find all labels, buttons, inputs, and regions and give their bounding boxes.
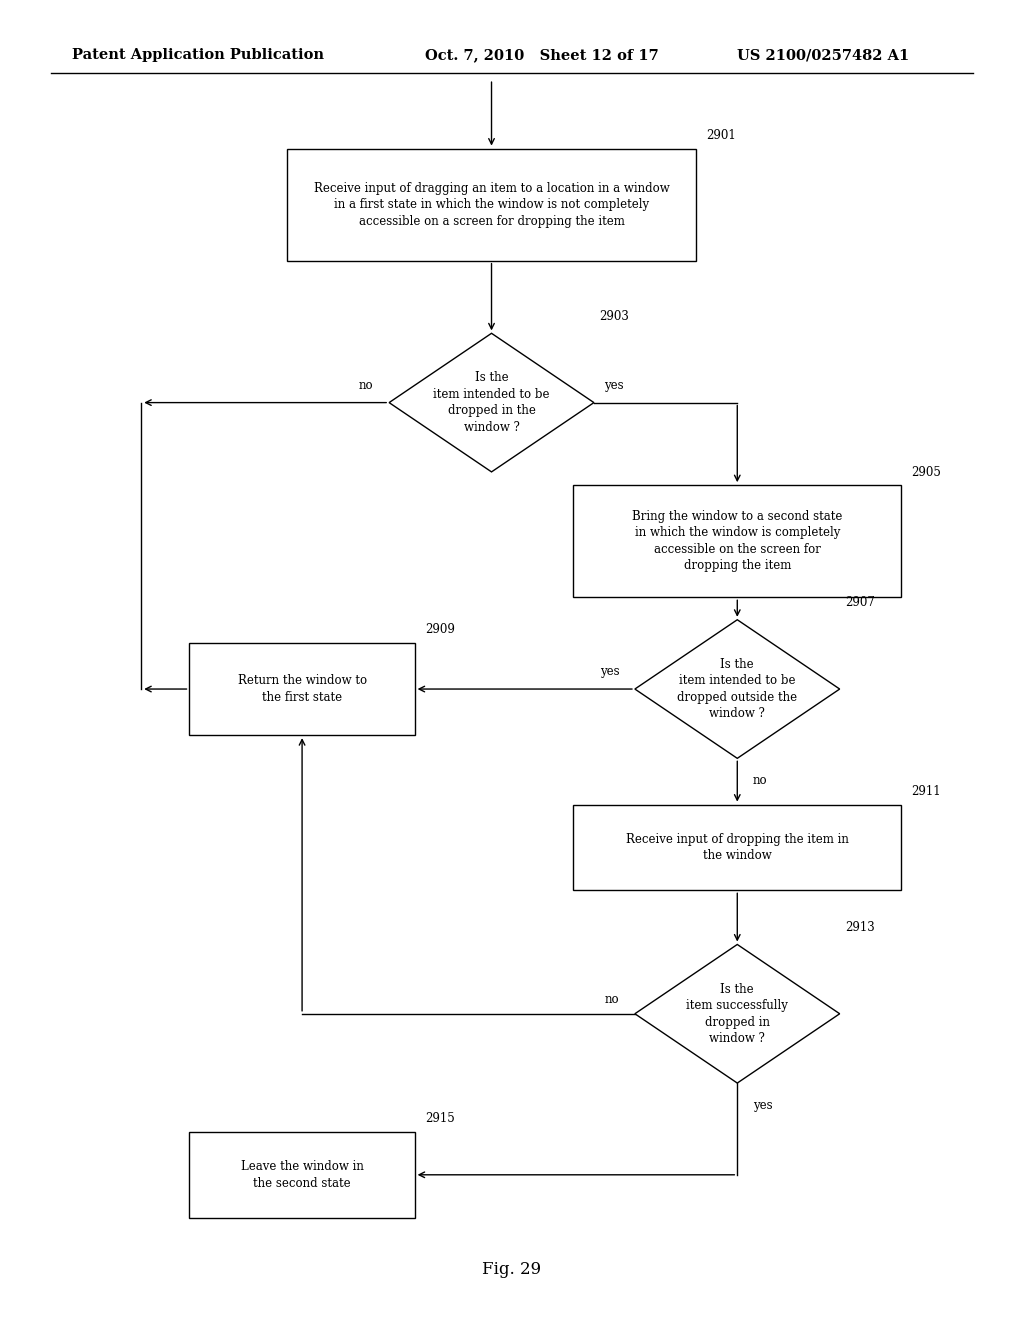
Text: Receive input of dropping the item in
the window: Receive input of dropping the item in th… xyxy=(626,833,849,862)
Text: yes: yes xyxy=(604,379,624,392)
FancyBboxPatch shape xyxy=(573,804,901,890)
Text: Receive input of dragging an item to a location in a window
in a first state in : Receive input of dragging an item to a l… xyxy=(313,182,670,227)
Text: Fig. 29: Fig. 29 xyxy=(482,1262,542,1278)
Text: 2909: 2909 xyxy=(425,623,455,636)
Text: 2905: 2905 xyxy=(911,466,941,479)
Text: yes: yes xyxy=(600,665,620,678)
Text: 2907: 2907 xyxy=(845,597,874,610)
Text: Leave the window in
the second state: Leave the window in the second state xyxy=(241,1160,364,1189)
Text: Patent Application Publication: Patent Application Publication xyxy=(72,49,324,62)
Text: no: no xyxy=(753,774,767,787)
FancyBboxPatch shape xyxy=(573,486,901,597)
Text: no: no xyxy=(359,379,374,392)
Text: 2901: 2901 xyxy=(707,129,736,143)
Text: Oct. 7, 2010   Sheet 12 of 17: Oct. 7, 2010 Sheet 12 of 17 xyxy=(425,49,658,62)
Polygon shape xyxy=(635,945,840,1082)
Text: yes: yes xyxy=(753,1098,772,1111)
Text: Return the window to
the first state: Return the window to the first state xyxy=(238,675,367,704)
Text: Is the
item successfully
dropped in
window ?: Is the item successfully dropped in wind… xyxy=(686,982,788,1045)
Polygon shape xyxy=(635,620,840,758)
Text: Is the
item intended to be
dropped outside the
window ?: Is the item intended to be dropped outsi… xyxy=(677,657,798,721)
Text: US 2100/0257482 A1: US 2100/0257482 A1 xyxy=(737,49,909,62)
FancyBboxPatch shape xyxy=(287,149,696,261)
FancyBboxPatch shape xyxy=(189,643,415,735)
Text: no: no xyxy=(605,993,620,1006)
Text: 2913: 2913 xyxy=(845,921,874,935)
Text: Bring the window to a second state
in which the window is completely
accessible : Bring the window to a second state in wh… xyxy=(632,510,843,573)
Polygon shape xyxy=(389,334,594,473)
Text: 2911: 2911 xyxy=(911,785,941,797)
Text: Is the
item intended to be
dropped in the
window ?: Is the item intended to be dropped in th… xyxy=(433,371,550,434)
Text: 2915: 2915 xyxy=(425,1113,455,1125)
Text: 2903: 2903 xyxy=(599,310,629,323)
FancyBboxPatch shape xyxy=(189,1131,415,1217)
